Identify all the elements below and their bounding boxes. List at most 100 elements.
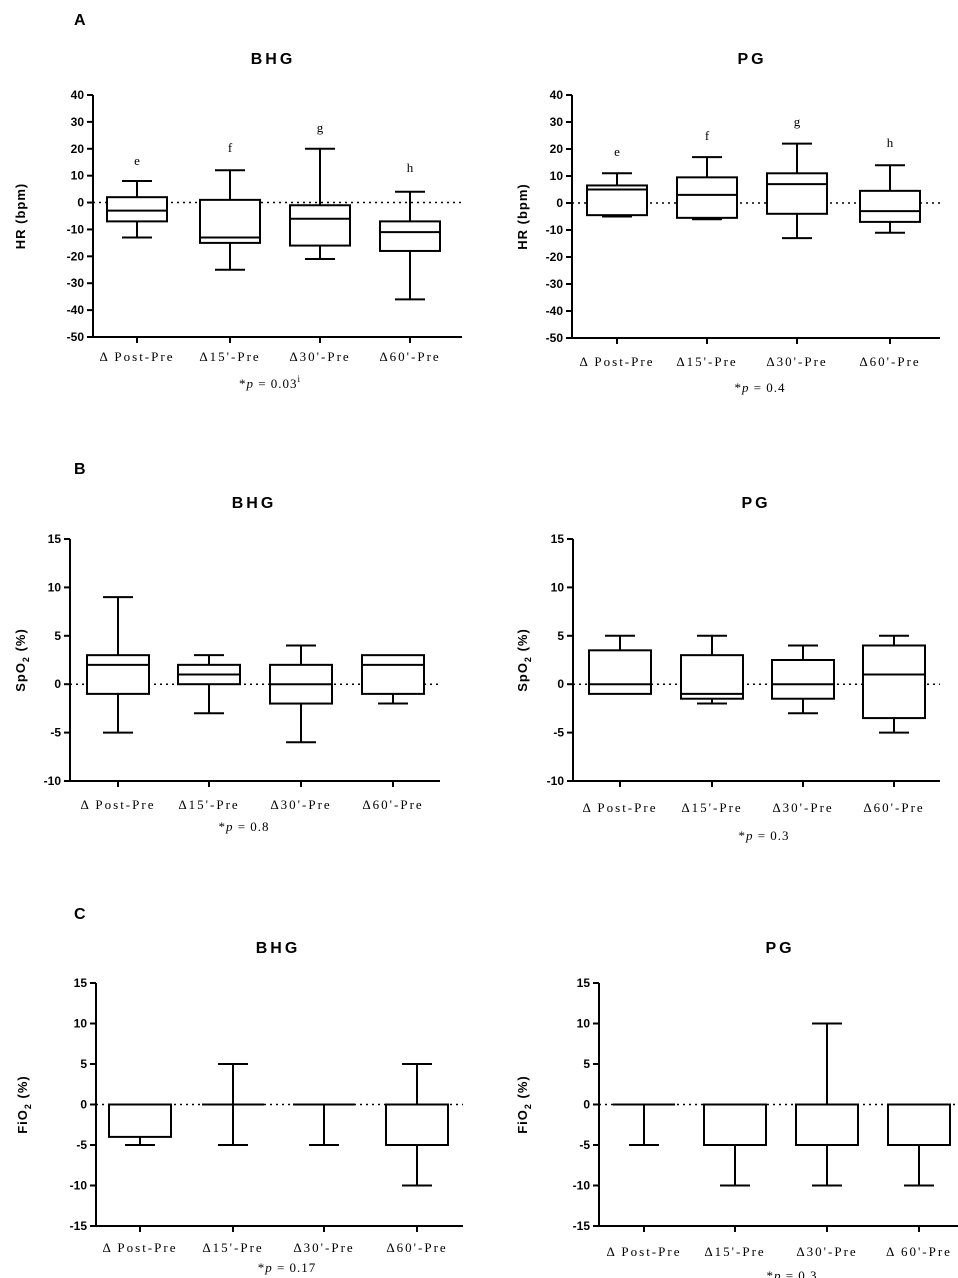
box-iqr (771, 659, 835, 700)
y-tick-label: 10 (577, 1017, 591, 1031)
x-category-label: Δ Post-Pre (103, 1240, 178, 1255)
x-category-label: Δ 60'-Pre (886, 1244, 952, 1259)
x-category-label: Δ30'-Pre (796, 1244, 857, 1259)
chart-1: BHG HR (bpm) -50 -40 -30 -20 -10 0 10 20 30 40 Δ Pos… (13, 51, 462, 391)
chart-title: PG (737, 51, 766, 68)
box-iqr (703, 1103, 767, 1146)
y-tick-label: 0 (556, 196, 563, 210)
box-2: Δ15'-Pre (202, 1063, 264, 1255)
box-iqr (887, 1103, 951, 1146)
x-category-label: Δ15'-Pre (681, 800, 742, 815)
box-4: Δ60'-Pre (862, 634, 926, 815)
x-category-label: Δ30'-Pre (766, 354, 827, 369)
y-tick-label: -5 (76, 1138, 87, 1152)
x-category-label: Δ Post-Pre (81, 797, 156, 812)
significance-letter: h (407, 160, 414, 175)
box-4: Δ 60'-Pre (886, 1103, 952, 1259)
y-tick-label: -15 (70, 1219, 88, 1233)
x-category-label: Δ60'-Pre (863, 800, 924, 815)
box-1: Δ Post-Pre (81, 596, 156, 812)
y-axis-label: HR (bpm) (13, 183, 28, 250)
x-category-label: Δ Post-Pre (580, 354, 655, 369)
x-category-label: Δ30'-Pre (772, 800, 833, 815)
y-tick-label: 30 (550, 115, 564, 129)
x-category-label: Δ15'-Pre (704, 1244, 765, 1259)
box-iqr (859, 189, 921, 223)
y-tick-label: 10 (551, 580, 565, 594)
box-4: Δ60'-Pre (385, 1063, 449, 1255)
y-tick-label: 0 (557, 677, 564, 691)
chart-title: BHG (256, 940, 301, 957)
chart-2: PG HR (bpm) -50 -40 -30 -20 -10 0 10 20 30 40 Δ Post… (515, 51, 940, 395)
box-2: Δ15'-Pre f (199, 140, 261, 364)
box-3: Δ30'-Pre (795, 1022, 859, 1259)
y-tick-label: -20 (67, 249, 85, 263)
box-iqr (680, 654, 744, 700)
y-tick-label: -10 (573, 1179, 591, 1193)
y-tick-label: -20 (546, 250, 564, 264)
p-value-label: *p = 0.3 (766, 1268, 817, 1278)
box-3: Δ30'-Pre g (766, 114, 828, 369)
panel-letter-c: C (74, 906, 86, 923)
box-3: Δ30'-Pre (771, 644, 835, 815)
y-axis-label: SpO2 (%) (515, 628, 533, 692)
box-2: Δ15'-Pre f (676, 128, 738, 369)
y-tick-label: -40 (67, 303, 85, 317)
y-tick-label: 15 (48, 532, 62, 546)
significance-letter: f (705, 128, 710, 143)
x-category-label: Δ Post-Pre (100, 349, 175, 364)
p-value-label: *p = 0.03i (239, 374, 301, 391)
chart-6: PG FiO2 (%) -15 -10 -5 0 5 10 15 Δ Post-Pre Δ15'-P… (515, 940, 958, 1278)
x-category-label: Δ15'-Pre (178, 797, 239, 812)
y-tick-label: -5 (579, 1138, 590, 1152)
box-iqr (361, 654, 425, 695)
y-tick-label: -10 (546, 223, 564, 237)
chart-3: BHG SpO2 (%) -10 -5 0 5 10 15 Δ Post-Pre Δ15'-Pre… (13, 495, 440, 834)
box-iqr (199, 198, 261, 244)
y-tick-label: 20 (550, 142, 564, 156)
box-iqr (106, 196, 168, 223)
box-1: Δ Post-Pre e (100, 153, 175, 364)
y-tick-label: 0 (77, 196, 84, 210)
box-1: Δ Post-Pre (583, 634, 658, 815)
y-tick-label: 40 (71, 88, 85, 102)
y-tick-label: 40 (550, 88, 564, 102)
chart-title: BHG (232, 495, 277, 512)
box-1: Δ Post-Pre (103, 1103, 178, 1255)
box-iqr (108, 1103, 172, 1138)
x-category-label: Δ60'-Pre (362, 797, 423, 812)
x-category-label: Δ30'-Pre (293, 1240, 354, 1255)
box-2: Δ15'-Pre (680, 634, 744, 815)
x-category-label: Δ60'-Pre (859, 354, 920, 369)
box-iqr (676, 176, 738, 219)
x-category-label: Δ15'-Pre (676, 354, 737, 369)
x-category-label: Δ60'-Pre (386, 1240, 447, 1255)
box-2: Δ15'-Pre (177, 654, 241, 812)
p-value-label: *p = 0.3 (738, 828, 789, 843)
significance-letter: e (134, 153, 140, 168)
y-tick-label: 10 (48, 580, 62, 594)
p-value-label: *p = 0.4 (734, 380, 785, 395)
x-category-label: Δ15'-Pre (199, 349, 260, 364)
significance-letter: g (794, 114, 801, 129)
panel-letter-a: A (74, 12, 86, 29)
box-4: Δ60'-Pre h (859, 135, 921, 369)
chart-5: BHG FiO2 (%) -15 -10 -5 0 5 10 15 Δ Post-Pre Δ15'-… (15, 940, 463, 1275)
chart-title: PG (765, 940, 794, 957)
y-tick-label: 15 (577, 976, 591, 990)
box-3: Δ30'-Pre (269, 644, 333, 812)
y-tick-label: 10 (550, 169, 564, 183)
y-axis-label: FiO2 (%) (15, 1075, 33, 1134)
y-tick-label: -5 (553, 726, 564, 740)
chart-4: PG SpO2 (%) -10 -5 0 5 10 15 Δ Post-Pre Δ15'-Pre Δ… (515, 495, 940, 843)
box-iqr (795, 1103, 859, 1146)
box-1: Δ Post-Pre (607, 1103, 679, 1259)
x-category-label: Δ Post-Pre (583, 800, 658, 815)
box-4: Δ60'-Pre h (379, 160, 441, 364)
x-category-label: Δ30'-Pre (270, 797, 331, 812)
significance-letter: h (887, 135, 894, 150)
y-tick-label: -15 (573, 1219, 591, 1233)
significance-letter: f (228, 140, 233, 155)
significance-letter: e (614, 144, 620, 159)
